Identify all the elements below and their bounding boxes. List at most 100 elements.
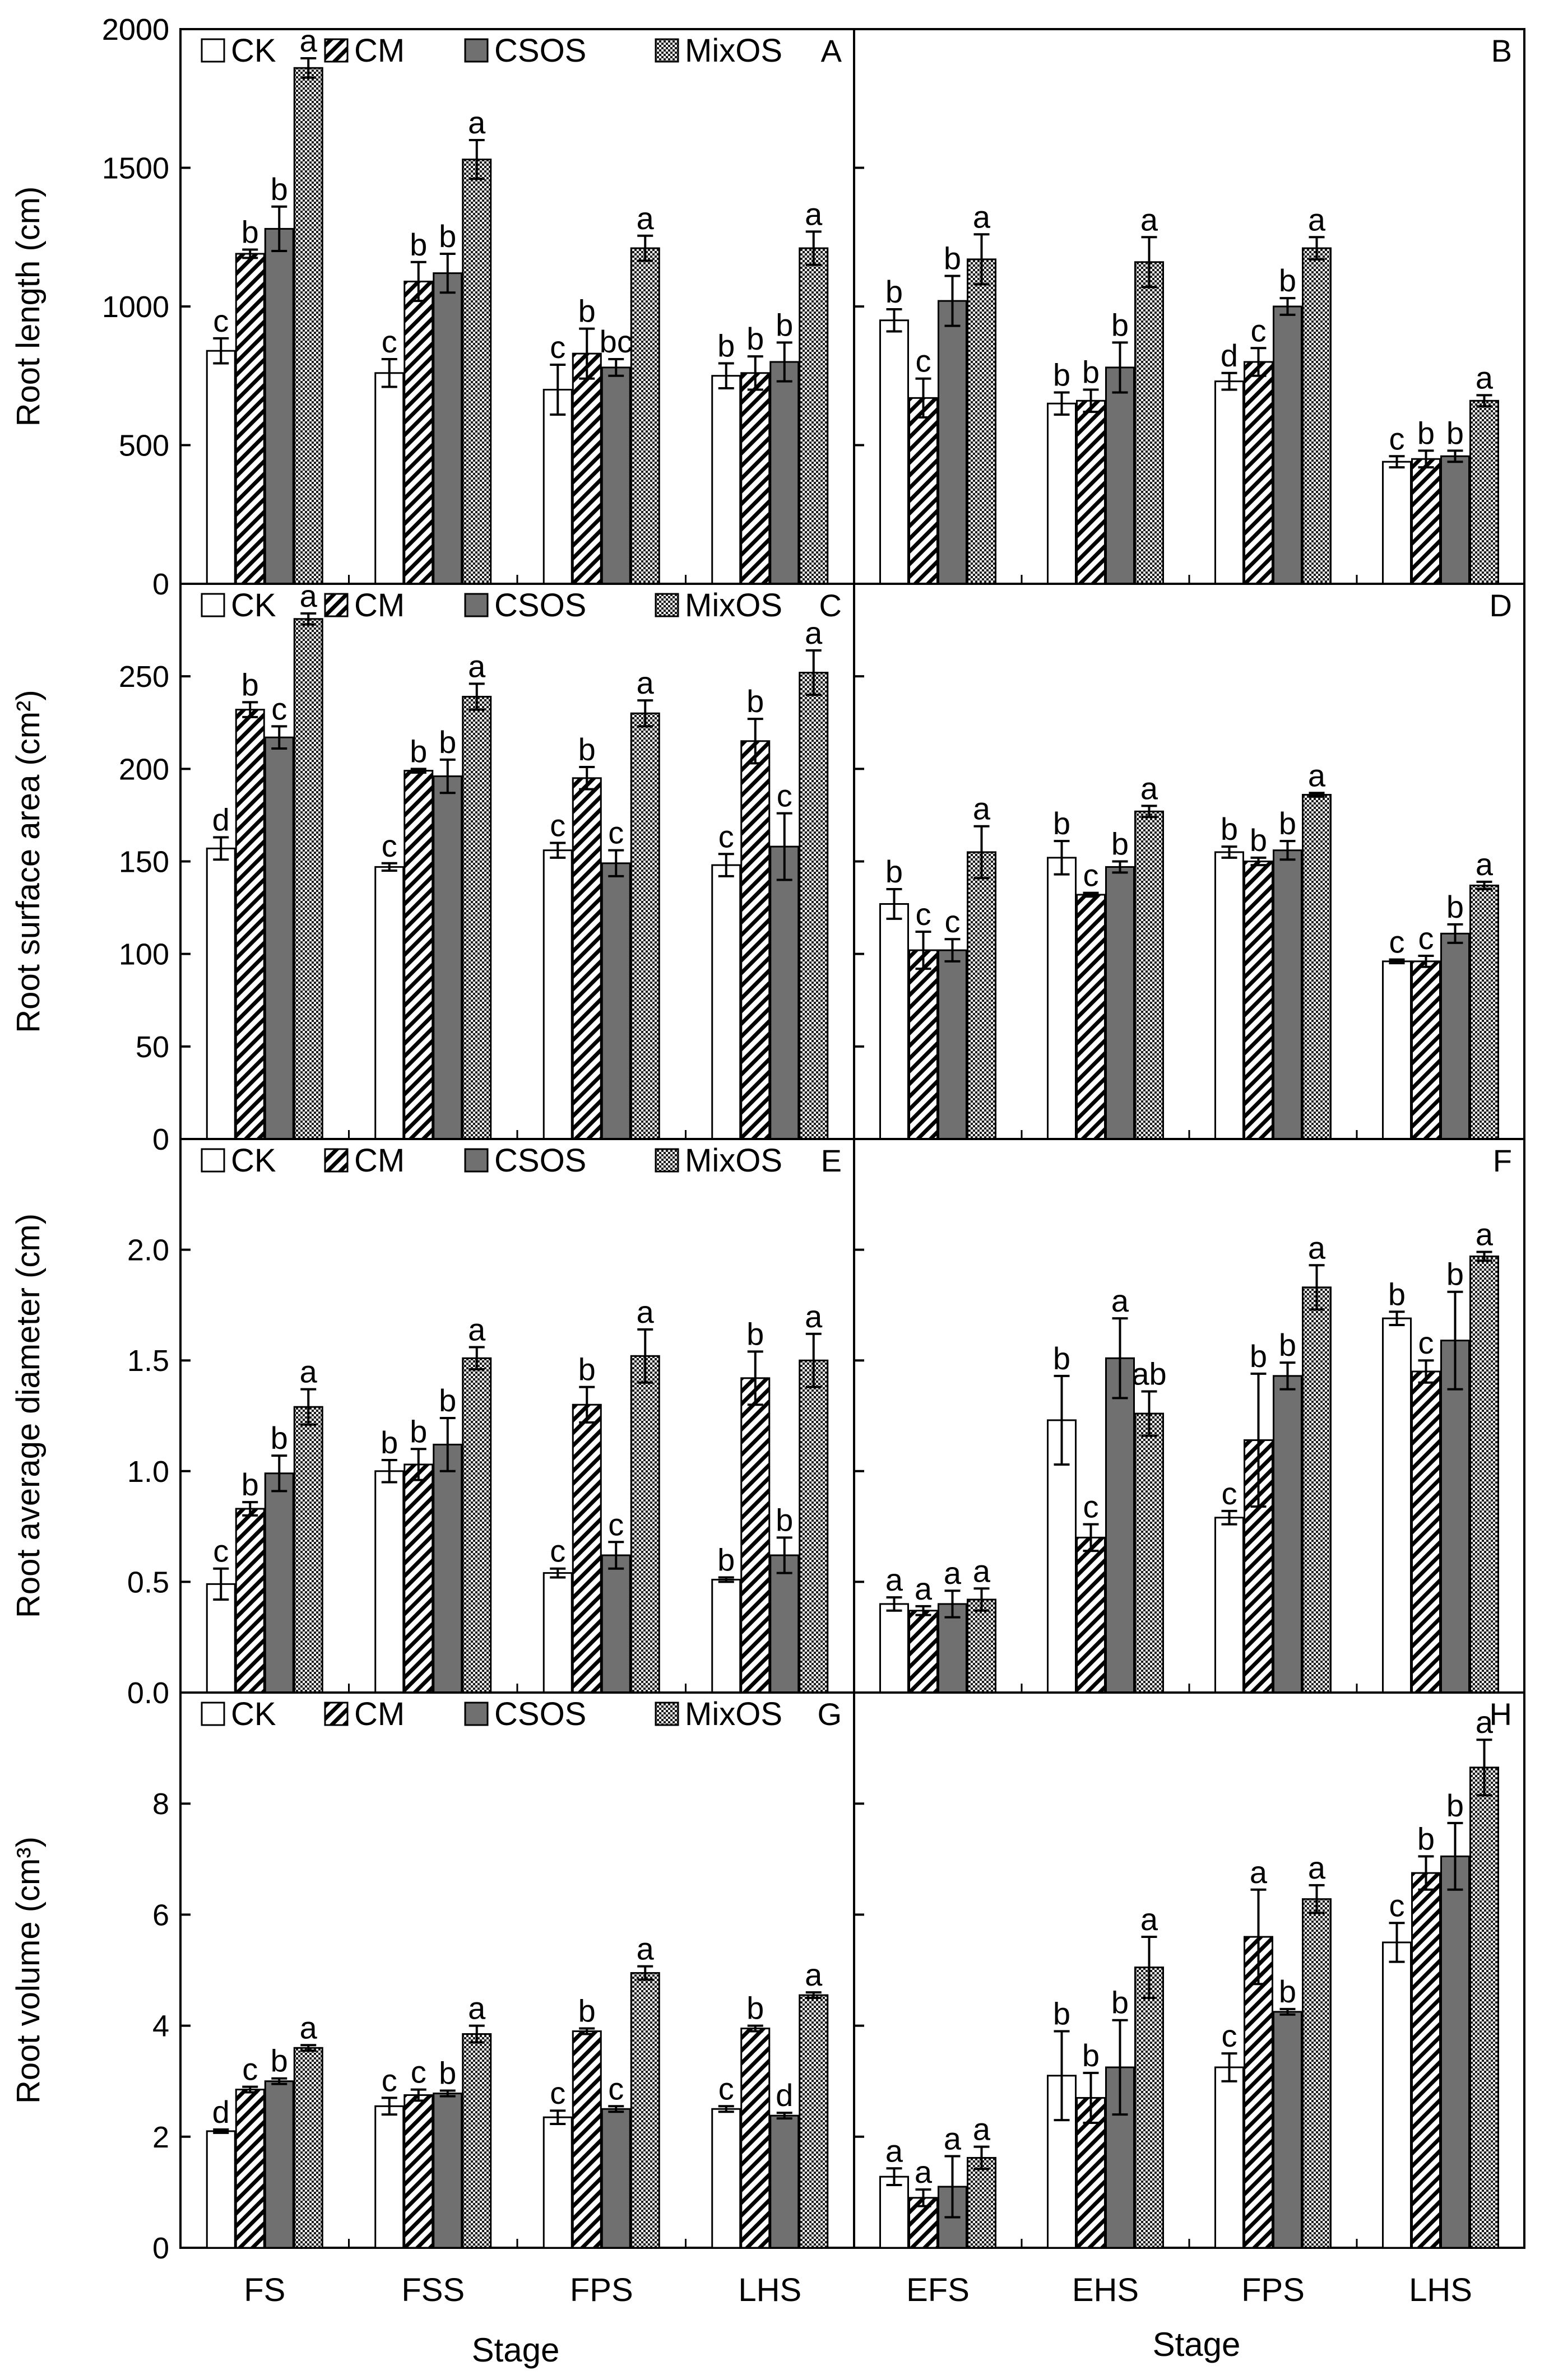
- bar-cm-fps: [572, 2030, 602, 2249]
- significance-letter: b: [578, 732, 596, 767]
- legend-swatch-ck: [201, 1148, 225, 1173]
- bar-mixos-ehs: [1134, 1412, 1164, 1694]
- bar-cm-efs: [908, 949, 938, 1140]
- significance-letter: a: [468, 1991, 486, 2026]
- y-tick-label: 50: [136, 1030, 169, 1064]
- y-tick-label: 250: [119, 660, 169, 694]
- bar-ck-efs: [879, 1603, 909, 1694]
- significance-letter: c: [916, 896, 931, 932]
- bar-csos-fs: [264, 2080, 294, 2249]
- bar-csos-lhs: [1440, 1340, 1470, 1694]
- bar-cm-fs: [235, 2089, 265, 2249]
- bar-mixos-fps: [1302, 1286, 1332, 1694]
- legend-label-ck: CK: [231, 32, 276, 69]
- legend-label-csos: CSOS: [494, 587, 586, 624]
- bar-ck-fss: [374, 1470, 405, 1694]
- significance-letter: b: [776, 307, 793, 342]
- y-tick-label: 200: [119, 752, 169, 786]
- x-category-label: FPS: [1241, 2272, 1305, 2308]
- significance-letter: b: [242, 667, 259, 702]
- significance-letter: c: [1222, 2018, 1237, 2053]
- legend-swatch-mixos: [655, 38, 679, 63]
- bar-csos-fps: [601, 862, 631, 1140]
- bar-ck-fps: [1214, 2066, 1244, 2249]
- significance-letter: c: [411, 2054, 426, 2090]
- bar-mixos-efs: [967, 2156, 996, 2249]
- significance-letter: b: [746, 1991, 764, 2026]
- bar-cm-fs: [235, 1508, 265, 1694]
- legend-swatch-cm: [324, 38, 349, 63]
- legend-swatch-mixos: [655, 593, 679, 617]
- bar-csos-fps: [1273, 2011, 1302, 2249]
- bar-csos-fps: [1273, 1375, 1302, 1694]
- significance-letter: b: [271, 1420, 288, 1456]
- significance-letter: b: [1446, 1257, 1464, 1292]
- significance-letter: b: [242, 1467, 259, 1502]
- significance-letter: b: [410, 1414, 427, 1449]
- significance-letter: c: [1222, 1476, 1237, 1511]
- legend-label-ck: CK: [231, 1142, 276, 1179]
- bar-csos-lhs: [769, 361, 800, 585]
- significance-letter: c: [382, 2062, 397, 2098]
- y-tick-label-top: 2000: [102, 13, 169, 47]
- bar-mixos-lhs: [799, 1994, 829, 2249]
- panel-letter: A: [821, 33, 842, 68]
- legend-swatch-csos: [464, 593, 489, 617]
- significance-letter: b: [944, 241, 961, 276]
- significance-letter: c: [718, 2071, 734, 2106]
- significance-letter: b: [717, 1542, 735, 1577]
- bar-csos-fps: [601, 366, 631, 585]
- bar-mixos-fps: [630, 247, 660, 585]
- bar-cm-lhs: [740, 740, 771, 1140]
- bar-mixos-fss: [462, 2033, 492, 2249]
- bar-cm-lhs: [740, 1377, 771, 1694]
- bar-mixos-lhs: [799, 1359, 829, 1694]
- x-category-label: FS: [244, 2272, 285, 2308]
- significance-letter: b: [439, 1383, 456, 1418]
- significance-letter: b: [1053, 1996, 1070, 2032]
- significance-letter: a: [468, 1312, 486, 1347]
- significance-letter: b: [1279, 806, 1296, 841]
- significance-letter: b: [439, 724, 456, 760]
- panel-letter: B: [1491, 33, 1512, 68]
- panel-E: 0.0 0.5 1.0 1.5 2.0 Root average diameter (cm…: [10, 1138, 855, 1710]
- bar-ck-fps: [1214, 851, 1244, 1140]
- legend-label-cm: CM: [354, 587, 405, 624]
- significance-letter: b: [1082, 355, 1100, 390]
- bar-ck-ehs: [1047, 857, 1077, 1140]
- bar-csos-fps: [601, 1554, 631, 1694]
- significance-letter: b: [578, 1993, 596, 2029]
- significance-letter: b: [578, 1352, 596, 1387]
- significance-letter: b: [410, 733, 427, 769]
- bar-mixos-fs: [293, 2047, 323, 2249]
- y-tick-label: 100: [119, 938, 169, 971]
- legend-label-cm: CM: [354, 1142, 405, 1179]
- bar-csos-fss: [433, 2093, 463, 2249]
- bar-mixos-lhs: [799, 247, 829, 585]
- significance-letter: a: [1476, 847, 1494, 882]
- y-tick-label: 0.5: [127, 1565, 169, 1599]
- panel-letter: D: [1490, 588, 1512, 623]
- significance-letter: b: [1446, 1788, 1464, 1823]
- significance-letter: b: [717, 328, 735, 363]
- significance-letter: a: [973, 1553, 991, 1588]
- significance-letter: c: [550, 807, 565, 843]
- significance-letter: a: [973, 2112, 991, 2147]
- significance-letter: c: [916, 343, 931, 379]
- significance-letter: a: [944, 2121, 962, 2156]
- significance-letter: b: [1053, 357, 1070, 392]
- bar-csos-lhs: [1440, 932, 1470, 1140]
- bar-ck-fss: [374, 2105, 405, 2249]
- bar-cm-lhs: [1411, 1370, 1441, 1694]
- y-tick-label: 4: [152, 2010, 169, 2043]
- legend-label-mixos: MixOS: [685, 32, 782, 69]
- y-tick-label: 0.0: [127, 1676, 169, 1710]
- legend-swatch-ck: [201, 593, 225, 617]
- significance-letter: b: [1250, 1338, 1267, 1374]
- bar-cm-efs: [908, 1610, 938, 1694]
